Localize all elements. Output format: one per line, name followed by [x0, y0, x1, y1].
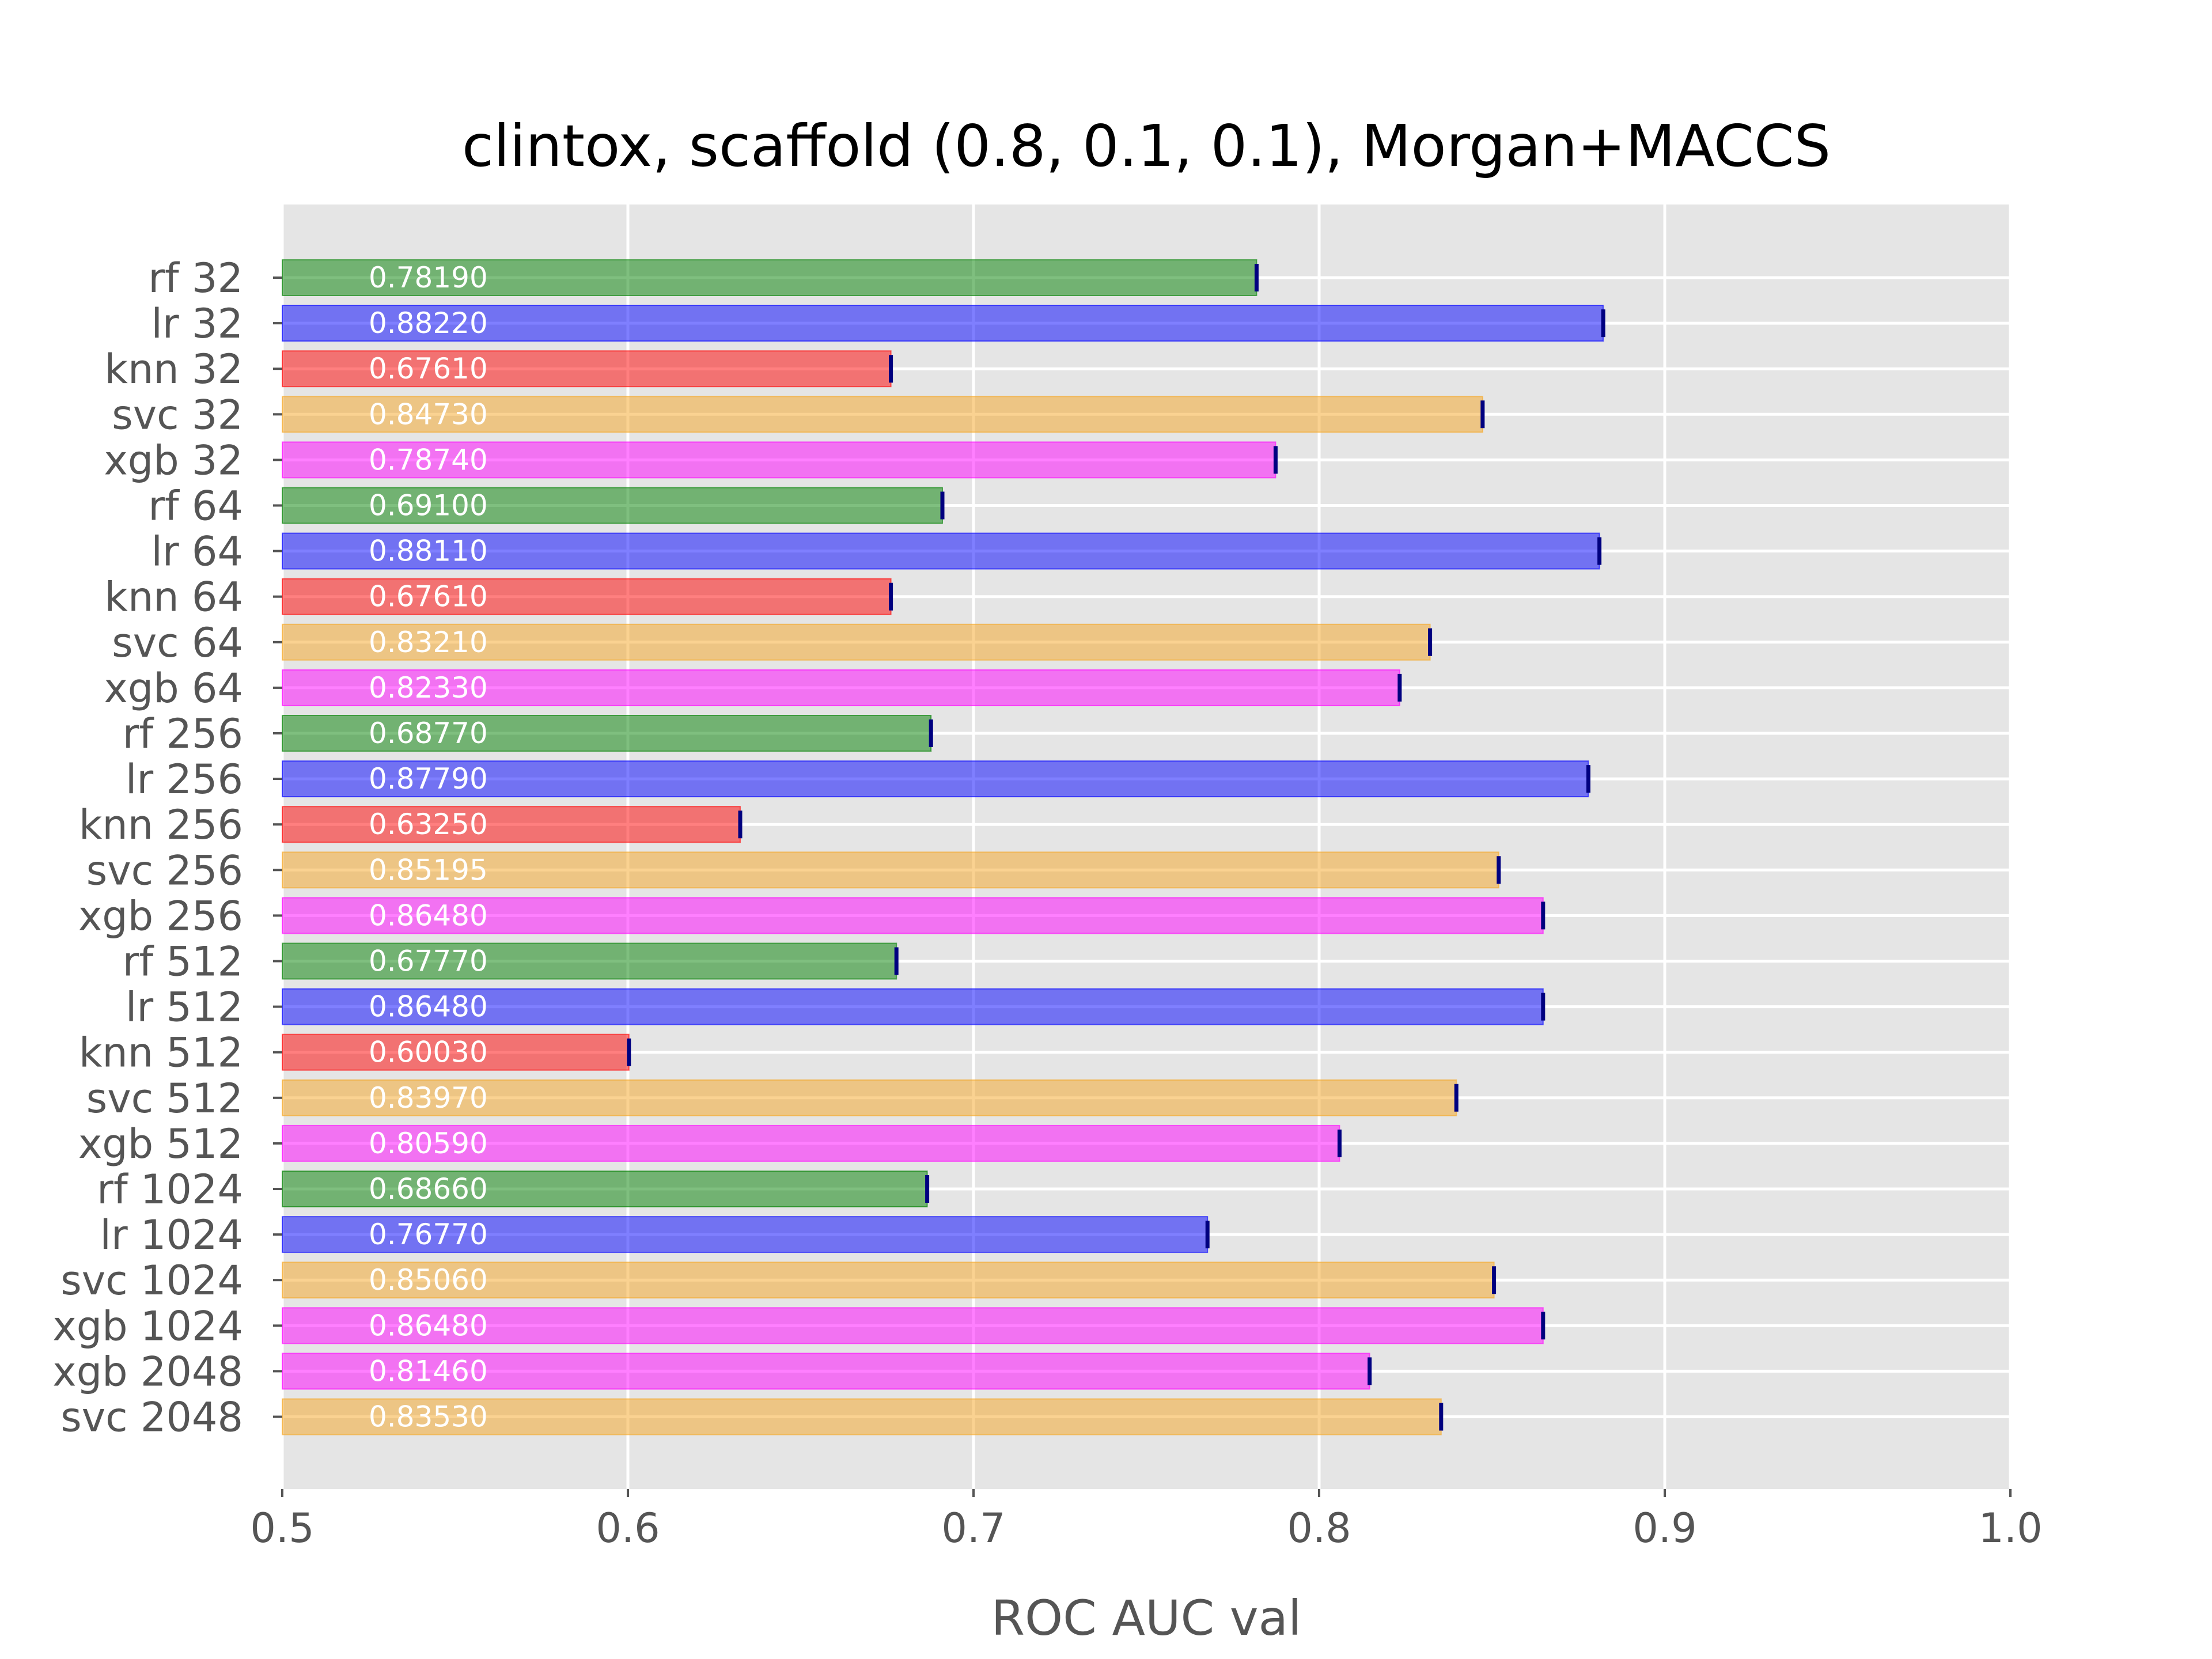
bar [282, 441, 1277, 479]
value-label: 0.82330 [369, 671, 488, 704]
y-tick-label: knn 256 [79, 801, 243, 849]
bar [282, 1307, 1544, 1344]
y-tick-label: xgb 64 [104, 665, 243, 712]
bar [282, 1171, 928, 1207]
value-label: 0.80590 [369, 1127, 488, 1160]
value-label: 0.85060 [369, 1263, 488, 1297]
value-label: 0.87790 [369, 762, 488, 796]
value-label: 0.63250 [369, 808, 488, 841]
chart-title: clintox, scaffold (0.8, 0.1, 0.1), Morga… [462, 112, 1831, 180]
value-label: 0.67610 [369, 352, 488, 385]
value-label: 0.84730 [369, 397, 488, 431]
x-axis-label: ROC AUC val [991, 1590, 1302, 1646]
bar [282, 1353, 1370, 1390]
y-tick-label: lr 1024 [100, 1211, 243, 1259]
value-label: 0.78190 [369, 261, 488, 294]
y-tick-label: xgb 1024 [52, 1302, 243, 1350]
value-label: 0.68660 [369, 1172, 488, 1206]
x-tick-label: 0.5 [250, 1505, 314, 1552]
x-tick-label: 0.9 [1633, 1505, 1696, 1552]
value-label: 0.85195 [369, 853, 488, 887]
value-label: 0.81460 [369, 1354, 488, 1388]
value-label: 0.83970 [369, 1081, 488, 1115]
y-tick-label: lr 64 [151, 528, 243, 575]
x-tick-label: 0.6 [596, 1505, 660, 1552]
value-label: 0.88220 [369, 306, 488, 340]
y-tick-label: lr 256 [126, 756, 243, 803]
y-tick-label: svc 2048 [60, 1394, 243, 1441]
value-label: 0.86480 [369, 899, 488, 932]
bar [282, 623, 1431, 661]
y-tick-label: rf 64 [148, 483, 243, 530]
value-label: 0.83530 [369, 1400, 488, 1434]
bar [282, 942, 897, 980]
bar [282, 897, 1544, 934]
bar [282, 259, 1257, 296]
bar [282, 1216, 1209, 1253]
bar [282, 760, 1589, 798]
y-tick-label: xgb 512 [78, 1120, 243, 1168]
y-tick-label: knn 32 [104, 346, 243, 393]
y-tick-label: xgb 2048 [52, 1348, 243, 1395]
y-tick-label: rf 32 [148, 255, 243, 302]
y-tick-label: svc 64 [112, 619, 243, 666]
value-label: 0.69100 [369, 489, 488, 522]
y-tick-label: rf 256 [123, 710, 243, 757]
value-label: 0.88110 [369, 535, 488, 568]
y-tick-label: rf 1024 [97, 1166, 243, 1213]
y-tick-label: xgb 256 [78, 892, 243, 940]
y-tick-label: knn 512 [79, 1029, 243, 1077]
y-tick-label: xgb 32 [104, 437, 243, 484]
y-tick-label: lr 512 [126, 984, 243, 1031]
value-label: 0.83210 [369, 626, 488, 659]
y-tick-label: svc 512 [86, 1075, 243, 1122]
x-tick-label: 1.0 [1978, 1505, 2042, 1552]
bar [282, 806, 741, 843]
value-label: 0.67610 [369, 580, 488, 613]
y-tick-label: lr 32 [151, 300, 243, 347]
bar [282, 1398, 1442, 1435]
y-tick-label: svc 256 [86, 847, 243, 894]
bar [282, 305, 1604, 342]
bar [282, 578, 892, 615]
value-label: 0.86480 [369, 1309, 488, 1342]
y-tick-label: rf 512 [123, 938, 243, 986]
x-axis-ticks: 0.5 0.6 0.7 0.8 0.9 1.0 [250, 1489, 2043, 1552]
y-tick-label: svc 1024 [60, 1257, 243, 1304]
y-tick-label: svc 32 [112, 391, 243, 438]
bar [282, 396, 1483, 433]
bar [282, 1262, 1495, 1299]
y-tick-label: knn 64 [104, 574, 243, 621]
bar [282, 1124, 1340, 1162]
bars [282, 259, 1605, 1435]
bar [282, 669, 1400, 706]
x-tick-label: 0.8 [1287, 1505, 1351, 1552]
value-label: 0.78740 [369, 443, 488, 476]
bar [282, 1079, 1457, 1116]
value-labels: 0.78190 0.88220 0.67610 0.84730 0.78740 0.691… [369, 261, 488, 1434]
x-tick-label: 0.7 [941, 1505, 1005, 1552]
value-label: 0.67770 [369, 945, 488, 978]
bar [282, 350, 892, 388]
value-label: 0.60030 [369, 1036, 488, 1069]
value-label: 0.86480 [369, 990, 488, 1024]
value-label: 0.68770 [369, 717, 488, 750]
bar [282, 851, 1499, 889]
value-label: 0.76770 [369, 1218, 488, 1251]
